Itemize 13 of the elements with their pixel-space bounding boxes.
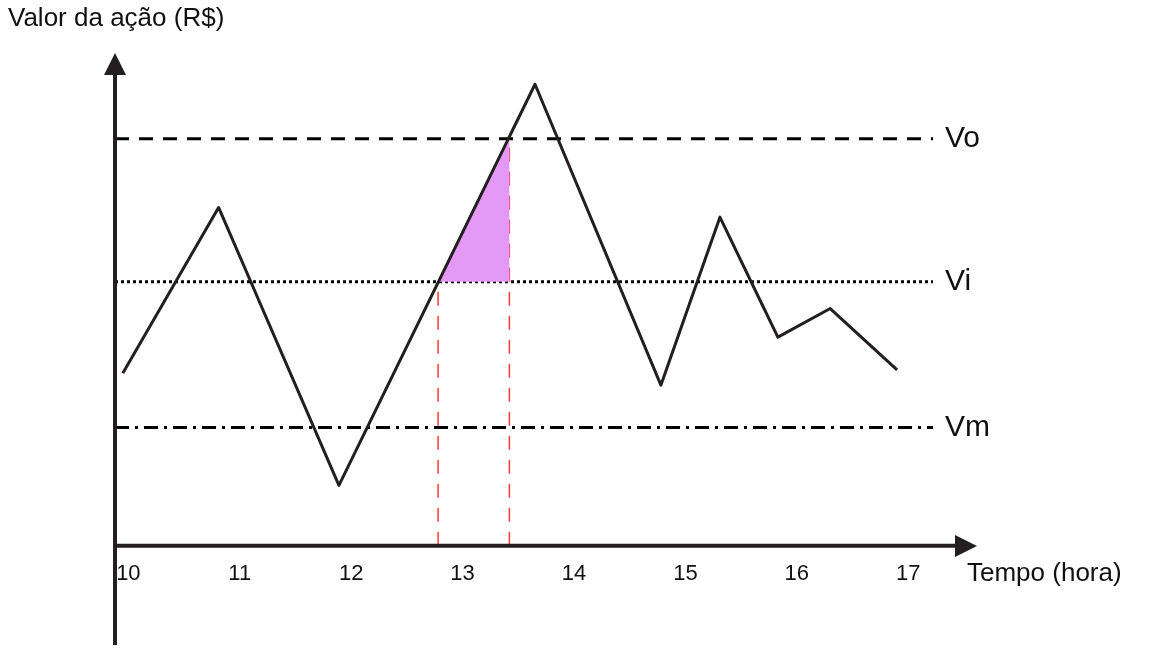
x-tick-label: 14 — [561, 559, 587, 585]
x-tick-label: 11 — [228, 559, 252, 585]
x-tick-label: 12 — [338, 559, 364, 585]
x-tick-label: 10 — [116, 559, 141, 585]
x-axis-title: Tempo (hora) — [967, 556, 1122, 587]
x-tick-label: 15 — [673, 559, 698, 585]
x-tick-label: 13 — [450, 559, 475, 585]
ref-line-label: Vm — [945, 408, 990, 442]
ref-line-label: Vi — [945, 263, 972, 297]
y-axis-title: Valor da ação (R$) — [8, 2, 225, 33]
x-tick-label: 16 — [784, 559, 810, 585]
x-tick-label: 17 — [895, 559, 921, 585]
ref-line-label: Vo — [945, 119, 981, 153]
